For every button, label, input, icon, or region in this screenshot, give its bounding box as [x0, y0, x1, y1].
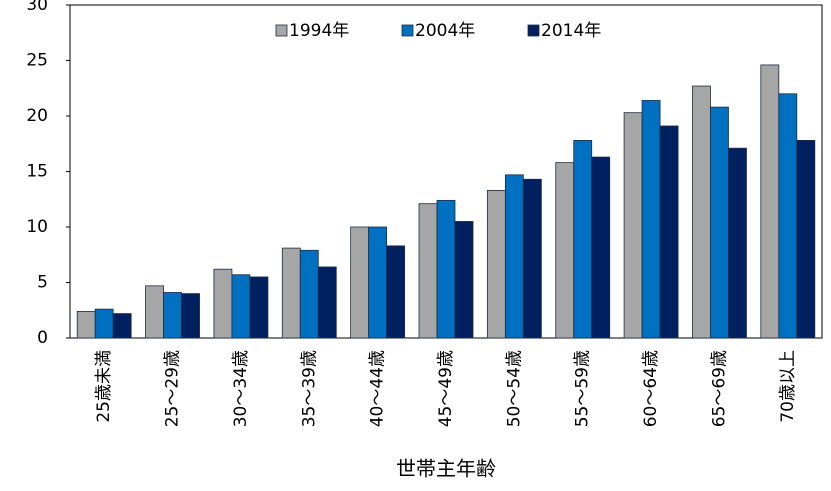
x-tick-label: 25～29歳 — [163, 350, 183, 427]
bar — [299, 249, 319, 339]
bar — [760, 64, 780, 339]
bar — [112, 313, 132, 339]
x-tick-label: 50～54歳 — [504, 350, 524, 427]
bar — [94, 308, 114, 339]
bar — [641, 100, 661, 339]
bar — [281, 247, 301, 339]
bar — [710, 106, 729, 339]
bar — [591, 156, 611, 339]
legend-swatch — [527, 24, 540, 37]
bar — [231, 274, 251, 339]
bar — [796, 140, 816, 339]
y-tick-label: 10 — [26, 217, 48, 237]
bar — [522, 178, 542, 339]
x-tick-label: 35～39歳 — [299, 350, 319, 427]
bar — [163, 292, 182, 339]
legend-label: 2014年 — [541, 21, 601, 41]
x-axis-title: 世帯主年齢 — [396, 457, 496, 481]
x-tick-label: 30～34歳 — [231, 350, 251, 427]
y-tick-label: 0 — [37, 328, 48, 348]
bar — [249, 276, 269, 339]
y-tick-label: 15 — [26, 162, 48, 182]
y-tick-label: 25 — [26, 51, 48, 71]
bar — [145, 285, 164, 339]
y-tick-label: 30 — [26, 0, 48, 15]
x-tick-label: 55～59歳 — [573, 350, 593, 427]
bar — [486, 189, 506, 339]
x-tick-label: 25歳未満 — [94, 350, 114, 423]
x-tick-label: 70歳以上 — [778, 350, 798, 423]
x-tick-label: 40～44歳 — [368, 350, 388, 427]
bar — [76, 310, 96, 339]
y-tick-label: 20 — [26, 106, 48, 126]
bar — [573, 140, 593, 339]
bar — [418, 203, 438, 339]
bar — [728, 147, 747, 339]
bar — [659, 125, 679, 339]
legend-swatch — [275, 24, 288, 37]
bar — [555, 162, 575, 339]
legend-swatch — [401, 24, 414, 37]
legend-label: 1994年 — [289, 21, 349, 41]
bar — [181, 293, 200, 339]
bar — [436, 199, 456, 339]
bar — [504, 174, 524, 339]
legend-label: 2004年 — [415, 21, 475, 41]
bar — [317, 266, 337, 339]
bar — [692, 85, 711, 339]
x-tick-label: 60～64歳 — [641, 350, 661, 427]
bar — [368, 226, 388, 339]
bar — [778, 93, 798, 339]
x-tick-label: 45～49歳 — [436, 350, 456, 427]
bar — [213, 268, 233, 339]
y-tick-label: 5 — [37, 273, 48, 293]
x-tick-label: 65～69歳 — [709, 350, 729, 427]
bar — [386, 245, 406, 339]
bar — [454, 221, 474, 339]
bar — [350, 226, 370, 339]
bar — [623, 112, 643, 339]
